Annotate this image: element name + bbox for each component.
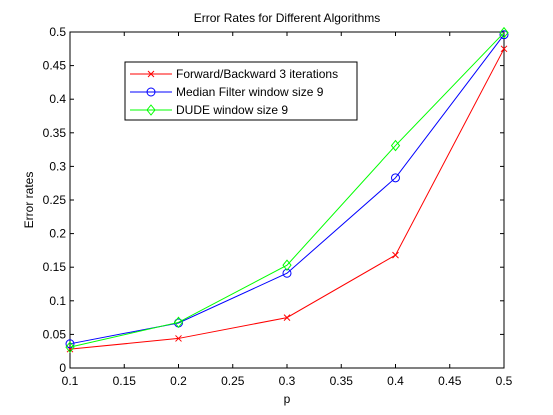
y-tick-label: 0.1 [49,294,66,308]
x-tick-label: 0.3 [279,374,296,388]
x-axis-label: p [284,392,291,406]
data-point [283,314,291,321]
y-tick-label: 0.25 [43,193,67,207]
series-line-2 [69,32,505,348]
y-tick-label: 0.5 [49,25,66,39]
x-tick-label: 0.15 [113,374,137,388]
legend-label: DUDE window size 9 [176,103,288,117]
data-point [282,259,292,271]
y-tick-label: 0.35 [43,126,67,140]
legend-marker [146,104,156,116]
y-tick-label: 0.3 [49,159,66,173]
legend-marker [146,87,156,97]
data-point [391,173,400,183]
y-tick-label: 0.2 [49,227,66,241]
data-point [392,251,399,259]
x-tick-label: 0.35 [330,374,354,388]
data-point [282,268,292,278]
x-tick-label: 0.4 [387,374,404,388]
legend-marker [147,70,155,78]
legend: Forward/Backward 3 iterations Median Filt… [124,61,358,121]
data-point [173,316,184,329]
series-layer [65,26,509,353]
y-tick-label: 0.05 [43,327,67,341]
y-tick-label: 0.4 [49,92,66,106]
x-tick-label: 0.2 [170,374,187,388]
y-tick-label: 0 [59,361,66,375]
data-point [65,341,75,353]
x-tick-label: 0.45 [438,374,462,388]
chart-title: Error Rates for Different Algorithms [194,11,381,25]
legend-label: Median Filter window size 9 [176,85,324,99]
x-tick-label: 0.1 [62,374,79,388]
data-point [65,339,75,349]
axis-ticks: 0.1 0.15 0.2 0.25 0.3 0.35 0.4 0.45 0.5 0 0.05 0.1 0… [43,25,513,388]
y-tick-label: 0.15 [43,260,67,274]
y-axis-label: Error rates [22,172,36,229]
data-point [499,30,509,40]
data-point [499,26,509,39]
legend-label: Forward/Backward 3 iterations [176,67,338,81]
series-line-1 [69,34,505,345]
data-point [500,45,508,53]
y-tick-label: 0.45 [43,59,67,73]
x-tick-label: 0.5 [496,374,513,388]
data-point [390,139,401,152]
x-tick-label: 0.25 [221,374,245,388]
data-point [175,335,182,342]
